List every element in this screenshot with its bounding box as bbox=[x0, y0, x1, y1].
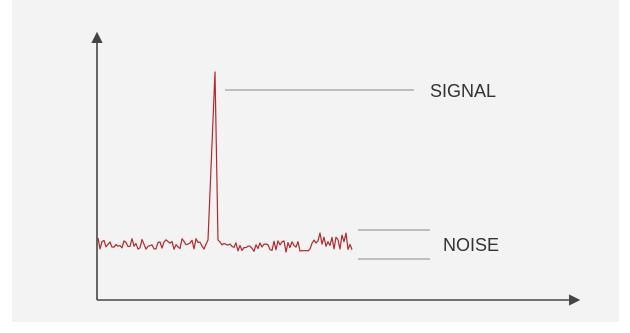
signal-trace bbox=[97, 71, 353, 253]
diagram-panel bbox=[12, 0, 619, 322]
noise-label: NOISE bbox=[443, 235, 499, 255]
signal-label: SIGNAL bbox=[430, 81, 496, 101]
